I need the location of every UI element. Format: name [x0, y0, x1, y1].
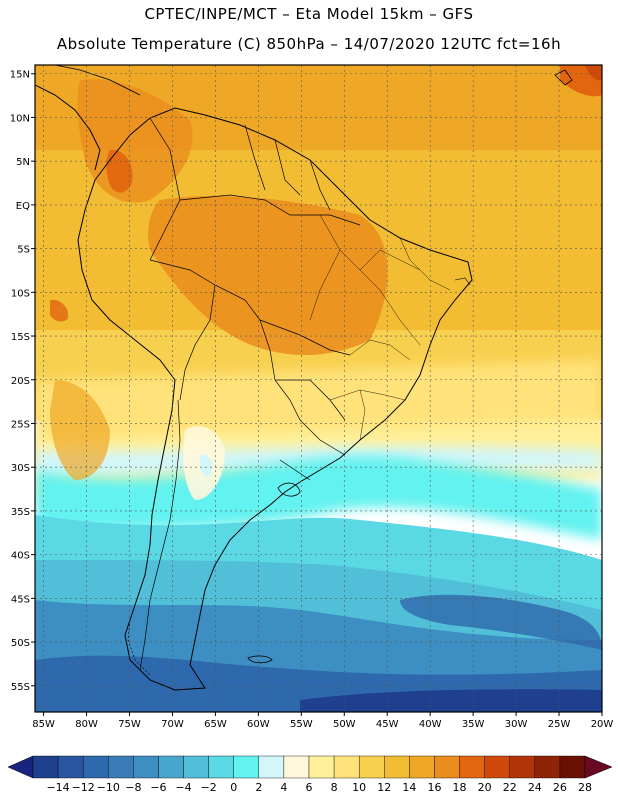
colorbar-high-arrow [584, 755, 613, 779]
lat-tick-label: 20S [11, 376, 30, 387]
colorbar-label: 28 [578, 781, 592, 794]
colorbar-swatch [484, 755, 510, 779]
lat-tick-label: 40S [11, 551, 30, 562]
lon-tick-label: 80W [75, 719, 98, 730]
colorbar-swatch [333, 755, 360, 779]
colorbar-low-arrow [7, 755, 34, 779]
map-frame [34, 64, 603, 713]
chart-title-line-2: Absolute Temperature (C) 850hPa – 14/07/… [56, 35, 562, 53]
colorbar-label: 2 [255, 781, 262, 794]
colorbar-label: 18 [453, 781, 467, 794]
lat-tick-label: 25S [11, 419, 30, 430]
lon-tick-label: 50W [333, 719, 356, 730]
colorbar-label: −2 [201, 781, 217, 794]
colorbar-swatch [434, 755, 460, 779]
lon-tick-label: 45W [376, 719, 399, 730]
lat-tick-label: 15S [11, 332, 30, 343]
colorbar-swatch [308, 755, 335, 779]
colorbar-swatch [133, 755, 159, 779]
latitude-labels: 15N 10N 5N EQ 5S 10S 15S 20S 25S 30S 35S 40S 45S 50S 5… [10, 70, 35, 693]
lon-tick-label: 35W [462, 719, 485, 730]
lon-tick-label: 25W [548, 719, 571, 730]
colorbar-swatch [358, 755, 385, 779]
lat-tick-label: EQ [16, 201, 30, 212]
colorbar-label: 20 [478, 781, 492, 794]
colorbar-label: 22 [503, 781, 517, 794]
colorbar-label: −12 [72, 781, 95, 794]
colorbar-label: −14 [46, 781, 69, 794]
south-america-coastline [77, 107, 473, 691]
chart-title-line-1: CPTEC/INPE/MCT – Eta Model 15km – GFS [144, 5, 474, 23]
lon-tick-label: 60W [247, 719, 270, 730]
lat-tick-label: 5S [17, 245, 30, 256]
colorbar-swatch [559, 755, 586, 779]
lat-tick-label: 5N [16, 157, 30, 168]
colorbar-swatch [158, 755, 184, 779]
lon-tick-label: 65W [204, 719, 227, 730]
colorbar-swatch [208, 755, 234, 779]
colorbar: −14 −12 −10 −8 −6 −4 −2 0 2 4 6 8 10 12 14 16 18 20 22 24 26… [7, 755, 613, 794]
lon-tick-label: 75W [118, 719, 141, 730]
colorbar-swatch [183, 755, 209, 779]
lat-tick-label: 30S [11, 463, 30, 474]
colorbar-swatch [108, 755, 134, 779]
central-america-coastline [35, 84, 101, 171]
lon-tick-label: 55W [290, 719, 313, 730]
lat-tick-label: 10S [11, 288, 30, 299]
colorbar-label: 24 [528, 781, 542, 794]
colorbar-label: −10 [97, 781, 120, 794]
colorbar-label: 26 [553, 781, 567, 794]
lat-tick-label: 35S [11, 507, 30, 518]
country-borders [139, 117, 361, 671]
lat-tick-label: 45S [11, 594, 30, 605]
lon-tick-label: 70W [161, 719, 184, 730]
longitude-labels: 85W 80W 75W 70W 65W 60W 55W 50W 45W 40W 35W 30W 25W 2… [32, 712, 613, 730]
lon-tick-label: 20W [591, 719, 614, 730]
colorbar-label: 6 [306, 781, 313, 794]
colorbar-label: −8 [125, 781, 141, 794]
colorbar-label: 4 [280, 781, 287, 794]
lat-tick-label: 55S [11, 682, 30, 693]
colorbar-label: 14 [402, 781, 416, 794]
lon-tick-label: 30W [505, 719, 528, 730]
colorbar-label: 0 [230, 781, 237, 794]
colorbar-label: 12 [377, 781, 391, 794]
state-borders [309, 214, 451, 441]
colorbar-label: 10 [352, 781, 366, 794]
colorbar-swatch [258, 755, 285, 779]
colorbar-label: 8 [331, 781, 338, 794]
colorbar-swatch [409, 755, 435, 779]
lat-tick-label: 10N [10, 113, 30, 124]
colorbar-swatch [384, 755, 410, 779]
colorbar-label: −4 [175, 781, 191, 794]
colorbar-swatch [233, 755, 260, 779]
lon-tick-label: 40W [419, 719, 442, 730]
colorbar-label: −6 [150, 781, 166, 794]
temperature-field [35, 65, 602, 712]
colorbar-swatch [57, 755, 84, 779]
lat-tick-label: 50S [11, 638, 30, 649]
colorbar-swatch [82, 755, 109, 779]
colorbar-swatch [509, 755, 536, 779]
colorbar-swatch [283, 755, 310, 779]
lon-tick-label: 85W [32, 719, 55, 730]
lat-tick-label: 15N [10, 70, 30, 81]
colorbar-label: 16 [427, 781, 441, 794]
colorbar-swatch [534, 755, 561, 779]
colorbar-swatch [459, 755, 485, 779]
colorbar-swatch [32, 755, 59, 779]
